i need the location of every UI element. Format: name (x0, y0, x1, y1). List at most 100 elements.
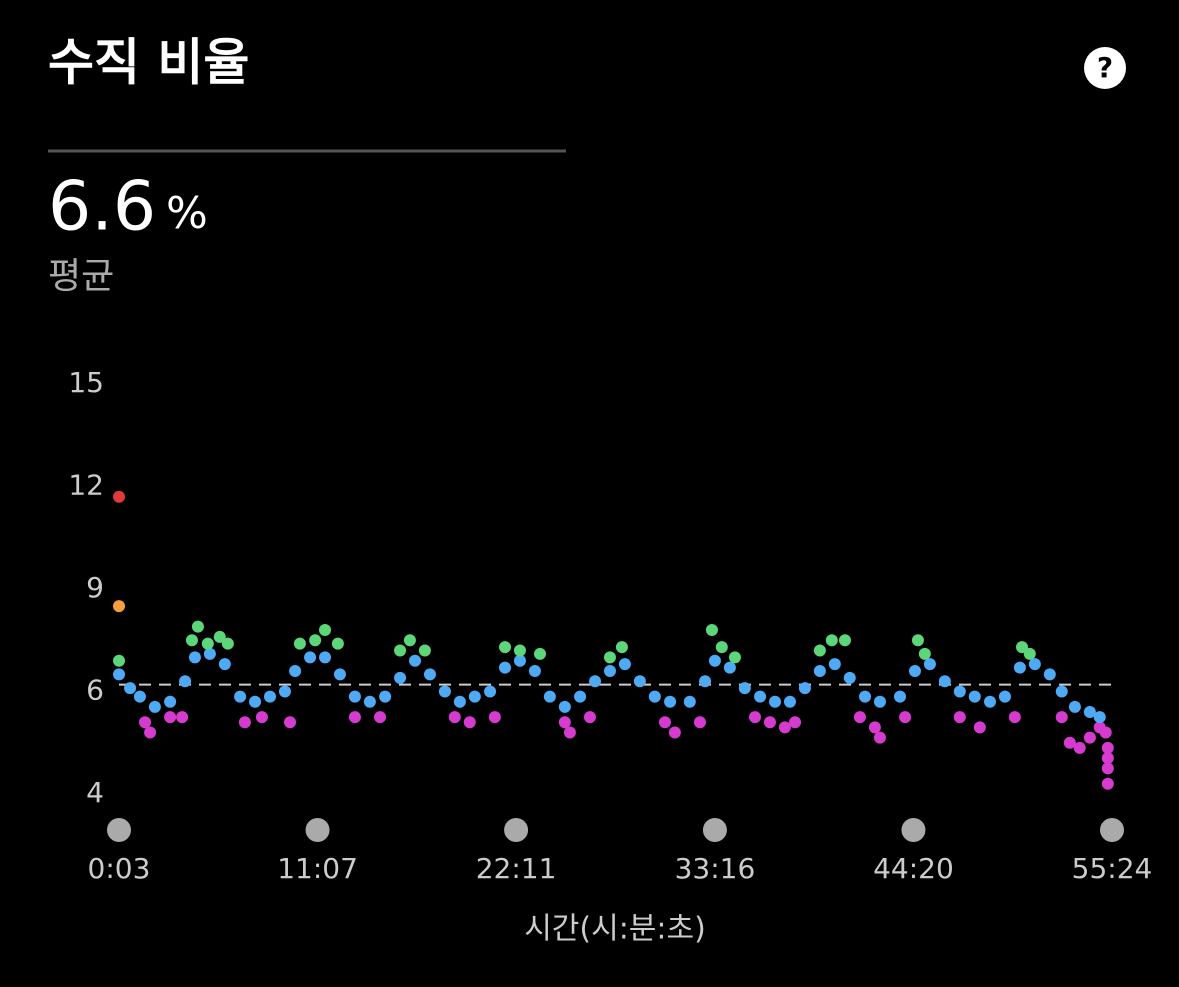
y-tick-label: 15 (68, 366, 104, 399)
point (699, 675, 712, 688)
x-tick-label: 11:07 (277, 852, 358, 885)
point (558, 700, 571, 713)
point (176, 711, 189, 724)
point (185, 634, 198, 647)
point (213, 630, 226, 643)
title: 수직 비율 (48, 34, 249, 92)
point (658, 716, 671, 729)
point (873, 695, 886, 708)
point (738, 682, 751, 695)
point (488, 711, 501, 724)
point (468, 690, 481, 703)
point (403, 634, 416, 647)
point (723, 661, 736, 674)
point (705, 624, 718, 636)
point (683, 695, 696, 708)
point (263, 690, 276, 703)
point (221, 637, 234, 650)
point (778, 721, 791, 734)
point (1055, 711, 1068, 724)
point (513, 644, 526, 657)
x-tick-label: 0:03 (88, 852, 151, 885)
point (953, 685, 966, 698)
point (1055, 685, 1068, 698)
point (563, 726, 576, 739)
point (394, 671, 407, 684)
x-tick-dot (1100, 818, 1124, 842)
x-tick-label: 55:24 (1072, 852, 1153, 885)
point (813, 644, 826, 657)
point (574, 690, 587, 703)
point (113, 490, 125, 503)
point (234, 690, 247, 703)
point (968, 690, 981, 703)
point (789, 716, 802, 729)
point (693, 716, 706, 729)
point (438, 685, 451, 698)
point (953, 711, 966, 724)
point (304, 651, 317, 664)
point (868, 721, 881, 734)
point (363, 695, 376, 708)
point (255, 711, 268, 724)
point (728, 651, 741, 664)
point (984, 695, 997, 708)
point (843, 671, 856, 684)
point (1101, 752, 1114, 765)
point (668, 726, 681, 739)
point (1068, 700, 1081, 713)
help-icon-text[interactable]: ? (1097, 51, 1113, 84)
point (918, 647, 931, 660)
point (309, 634, 322, 647)
point (798, 682, 811, 695)
point (448, 711, 461, 724)
point (113, 654, 125, 667)
point (1063, 736, 1076, 749)
point (1101, 777, 1114, 790)
point (1028, 658, 1041, 671)
point (139, 716, 152, 729)
point (113, 600, 125, 613)
point (113, 668, 125, 681)
point (589, 675, 602, 688)
point (423, 668, 436, 681)
point (379, 690, 392, 703)
point (873, 731, 886, 744)
point (708, 654, 721, 667)
point (648, 690, 661, 703)
point (201, 637, 214, 650)
point (278, 685, 291, 698)
help-icon[interactable] (1084, 47, 1126, 89)
point (1023, 647, 1036, 660)
point (124, 682, 137, 695)
point (144, 726, 157, 739)
y-tick-label: 4 (86, 776, 104, 809)
point (249, 695, 262, 708)
point (1008, 711, 1021, 724)
y-tick-label: 12 (68, 469, 104, 502)
x-tick-label: 22:11 (476, 852, 557, 885)
point (179, 675, 192, 688)
point (348, 711, 361, 724)
x-tick-dot (901, 818, 926, 842)
x-tick-dot (702, 818, 727, 842)
x-tick-label: 33:16 (675, 852, 756, 885)
x-tick-label: 44:20 (873, 852, 954, 885)
point (1083, 706, 1096, 718)
point (825, 634, 838, 647)
point (188, 651, 201, 664)
point (148, 700, 161, 713)
point (164, 711, 177, 724)
point (615, 641, 628, 654)
point (513, 654, 526, 667)
point (203, 647, 216, 660)
point (543, 690, 556, 703)
point (1093, 711, 1106, 724)
point (603, 665, 616, 677)
point (1013, 661, 1026, 674)
y-tick-label: 9 (86, 571, 104, 604)
point (769, 695, 782, 708)
point (813, 665, 826, 677)
point (754, 690, 767, 703)
